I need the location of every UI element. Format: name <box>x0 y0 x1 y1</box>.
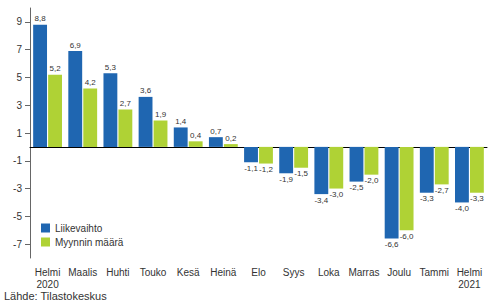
svg-text:7: 7 <box>16 44 22 55</box>
svg-text:2021: 2021 <box>458 279 481 290</box>
svg-text:-6,6: -6,6 <box>385 240 399 249</box>
svg-text:-3,4: -3,4 <box>314 196 328 205</box>
svg-text:0,2: 0,2 <box>225 134 237 143</box>
svg-text:-2,7: -2,7 <box>435 186 449 195</box>
svg-text:3,6: 3,6 <box>140 86 152 95</box>
svg-text:Kesä: Kesä <box>177 267 200 278</box>
svg-text:6,9: 6,9 <box>70 41 82 50</box>
svg-text:Tammi: Tammi <box>420 267 449 278</box>
svg-text:Elo: Elo <box>251 267 266 278</box>
svg-text:5,3: 5,3 <box>105 63 117 72</box>
svg-text:Maalis: Maalis <box>68 267 97 278</box>
svg-text:5,2: 5,2 <box>49 64 61 73</box>
svg-text:Heinä: Heinä <box>210 267 237 278</box>
svg-text:1,9: 1,9 <box>155 110 167 119</box>
svg-text:0,7: 0,7 <box>210 127 222 136</box>
svg-text:Huhti: Huhti <box>106 267 129 278</box>
svg-text:-3: -3 <box>13 183 22 194</box>
svg-text:-1,5: -1,5 <box>294 169 308 178</box>
svg-text:Touko: Touko <box>140 267 167 278</box>
svg-text:1,4: 1,4 <box>175 117 187 126</box>
svg-text:Helmi: Helmi <box>457 267 483 278</box>
svg-text:0,4: 0,4 <box>190 131 202 140</box>
svg-text:5: 5 <box>16 72 22 83</box>
svg-text:Liikevaihto: Liikevaihto <box>55 223 103 234</box>
svg-text:Loka: Loka <box>318 267 340 278</box>
svg-text:-3,0: -3,0 <box>329 190 343 199</box>
svg-text:2020: 2020 <box>36 279 59 290</box>
svg-text:Joulu: Joulu <box>387 267 411 278</box>
svg-text:Syys: Syys <box>283 267 305 278</box>
svg-text:-4,0: -4,0 <box>455 204 469 213</box>
svg-text:-1,1: -1,1 <box>244 164 258 173</box>
svg-text:4,2: 4,2 <box>85 78 97 87</box>
svg-text:Lähde: Tilastokeskus: Lähde: Tilastokeskus <box>4 290 107 302</box>
svg-text:-2,5: -2,5 <box>350 183 364 192</box>
svg-text:Helmi: Helmi <box>35 267 61 278</box>
svg-text:-3,3: -3,3 <box>470 194 484 203</box>
svg-text:9: 9 <box>16 16 22 27</box>
svg-text:-1,9: -1,9 <box>279 175 293 184</box>
svg-text:3: 3 <box>16 100 22 111</box>
svg-text:Myynnin määrä: Myynnin määrä <box>55 237 124 248</box>
svg-text:2,7: 2,7 <box>120 99 132 108</box>
svg-text:-6,0: -6,0 <box>400 232 414 241</box>
svg-text:-5: -5 <box>13 211 22 222</box>
svg-text:-1,2: -1,2 <box>259 165 273 174</box>
svg-text:Marras: Marras <box>348 267 379 278</box>
svg-text:-7: -7 <box>13 239 22 250</box>
svg-text:1: 1 <box>16 128 22 139</box>
svg-text:-1: -1 <box>13 155 22 166</box>
svg-text:8,8: 8,8 <box>35 14 47 23</box>
svg-text:-3,3: -3,3 <box>420 194 434 203</box>
svg-text:-2,0: -2,0 <box>365 176 379 185</box>
